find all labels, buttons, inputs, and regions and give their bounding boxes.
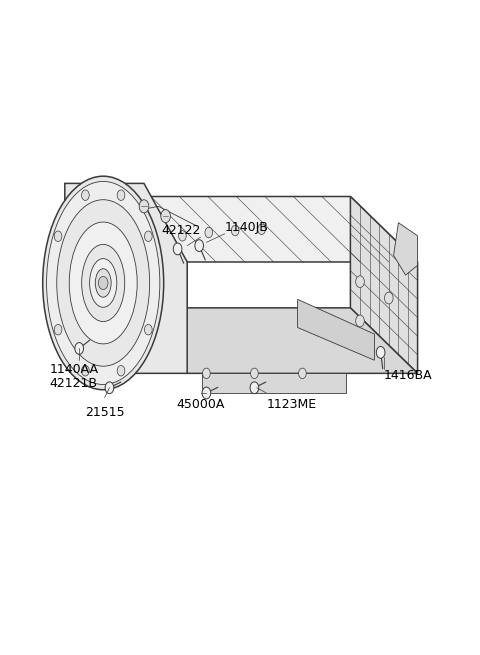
Circle shape bbox=[205, 227, 213, 238]
Circle shape bbox=[144, 324, 152, 335]
Circle shape bbox=[258, 224, 265, 234]
Ellipse shape bbox=[57, 200, 150, 366]
Polygon shape bbox=[122, 196, 418, 262]
Circle shape bbox=[117, 190, 125, 200]
Text: 1123ME: 1123ME bbox=[266, 398, 316, 411]
Text: 42121B: 42121B bbox=[49, 377, 97, 390]
Circle shape bbox=[161, 210, 170, 223]
Circle shape bbox=[384, 292, 393, 304]
Circle shape bbox=[376, 346, 385, 358]
Circle shape bbox=[75, 343, 84, 354]
Text: 1140JB: 1140JB bbox=[225, 221, 268, 234]
Circle shape bbox=[82, 365, 89, 376]
Circle shape bbox=[139, 200, 149, 213]
Text: 45000A: 45000A bbox=[177, 398, 225, 411]
Circle shape bbox=[250, 382, 259, 394]
Text: 1140AA: 1140AA bbox=[49, 363, 98, 376]
Circle shape bbox=[117, 365, 125, 376]
Circle shape bbox=[356, 276, 364, 288]
Circle shape bbox=[82, 190, 89, 200]
Polygon shape bbox=[65, 183, 187, 373]
Circle shape bbox=[54, 231, 62, 242]
Circle shape bbox=[356, 315, 364, 327]
Text: 42122: 42122 bbox=[161, 224, 201, 237]
Polygon shape bbox=[394, 223, 418, 275]
Circle shape bbox=[202, 387, 211, 399]
Circle shape bbox=[299, 368, 306, 379]
Ellipse shape bbox=[47, 181, 160, 384]
Polygon shape bbox=[122, 196, 187, 373]
Circle shape bbox=[179, 231, 186, 241]
Circle shape bbox=[173, 243, 182, 255]
Circle shape bbox=[54, 324, 62, 335]
Circle shape bbox=[195, 240, 204, 252]
Ellipse shape bbox=[90, 259, 117, 307]
Polygon shape bbox=[350, 196, 418, 373]
Circle shape bbox=[144, 231, 152, 242]
Ellipse shape bbox=[82, 244, 125, 322]
Polygon shape bbox=[202, 373, 346, 393]
Circle shape bbox=[251, 368, 258, 379]
Circle shape bbox=[231, 225, 239, 236]
Text: 1416BA: 1416BA bbox=[384, 369, 432, 382]
Polygon shape bbox=[122, 308, 418, 373]
Polygon shape bbox=[298, 299, 374, 360]
Circle shape bbox=[98, 276, 108, 290]
Ellipse shape bbox=[69, 222, 137, 344]
Text: 21515: 21515 bbox=[85, 406, 124, 419]
Circle shape bbox=[203, 368, 210, 379]
Ellipse shape bbox=[43, 176, 164, 390]
Circle shape bbox=[105, 382, 114, 394]
Ellipse shape bbox=[95, 269, 111, 297]
